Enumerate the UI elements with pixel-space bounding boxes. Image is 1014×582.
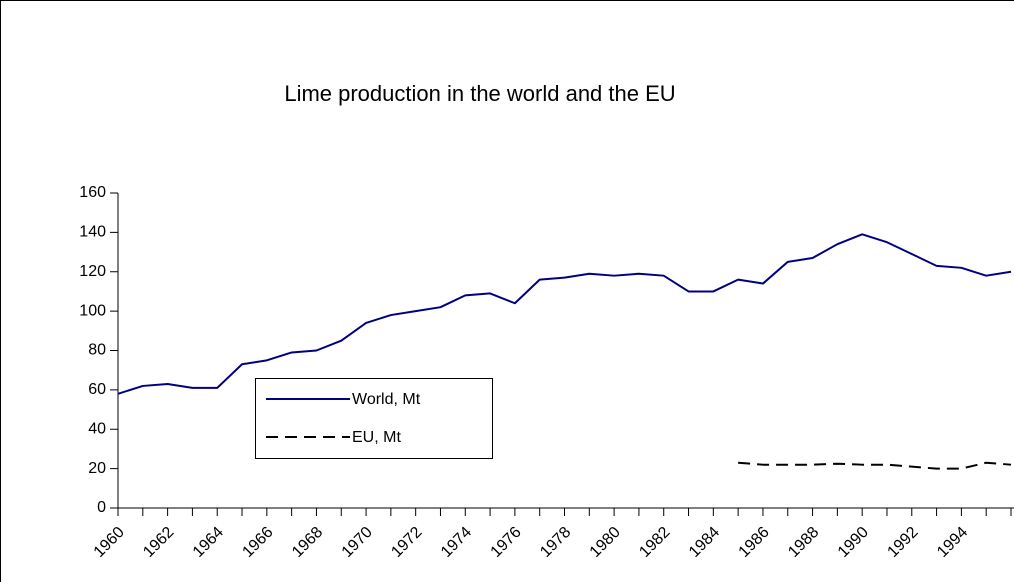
y-tick-label: 80 [88, 342, 106, 359]
y-tick-label: 20 [88, 460, 106, 477]
y-tick-label: 100 [79, 302, 106, 319]
legend-box [255, 378, 493, 459]
chart-title: Lime production in the world and the EU [284, 81, 675, 106]
y-tick-label: 40 [88, 420, 106, 437]
y-tick-label: 160 [79, 184, 106, 201]
series-line [117, 233, 1012, 395]
series-line [738, 461, 1012, 470]
legend-label: World, Mt [352, 391, 421, 408]
y-tick-label: 140 [79, 224, 106, 241]
legend: World, Mt EU, Mt [255, 378, 493, 459]
y-tick-label: 60 [88, 381, 106, 398]
y-tick-label: 120 [79, 263, 106, 280]
y-tick-label: 0 [97, 499, 106, 516]
legend-label: EU, Mt [352, 429, 401, 446]
